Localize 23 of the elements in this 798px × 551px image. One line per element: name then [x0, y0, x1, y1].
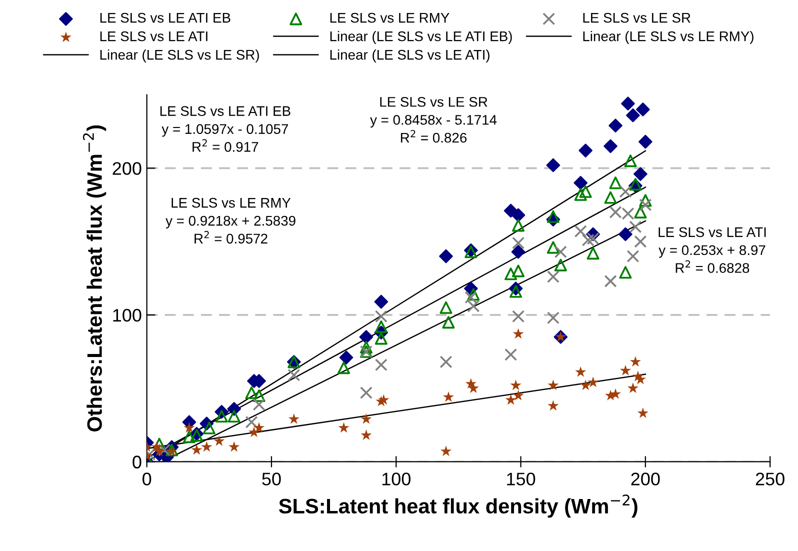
- annotation: LE SLS vs LE RMY y = 0.9218x + 2.5839 R$^{2}$ = 0.9572: [166, 198, 296, 244]
- legend-label: LE SLS vs LE ATI EB: [100, 12, 230, 23]
- legend-label: LE SLS vs LE SR: [583, 12, 690, 23]
- legend-label: LE SLS vs LE ATI: [100, 31, 208, 42]
- y-tick-label: 200: [112, 162, 142, 175]
- x-tick-label: 50: [262, 472, 281, 486]
- x-axis-title: SLS:Latent heat flux density (Wm$^{−2}$): [278, 494, 638, 518]
- x-tick-label: 0: [142, 472, 152, 486]
- y-axis-title: Others:Latent heat flux (Wm$^{−2}$): [82, 125, 106, 432]
- x-tick-label: 100: [382, 472, 410, 486]
- legend-label: Linear (LE SLS vs LE SR): [100, 50, 259, 62]
- annotation: LE SLS vs LE ATI EB y = 1.0597x - 0.1057 R$^{2}$ = 0.917: [160, 106, 290, 152]
- y-tick-label: 0: [132, 456, 142, 468]
- annotation: LE SLS vs LE SR y = 0.8458x - 5.1714 R$^{2}$ = 0.826: [370, 96, 497, 143]
- legend-label: LE SLS vs LE RMY: [330, 12, 450, 23]
- annotation: LE SLS vs LE ATI y = 0.253x + 8.97 R$^{2}$ = 0.6828: [658, 227, 766, 273]
- x-tick-label: 150: [507, 472, 536, 486]
- legend-label: Linear (LE SLS vs LE ATI): [330, 50, 490, 62]
- x-tick-label: 200: [631, 472, 660, 486]
- x-tick-label: 250: [756, 472, 784, 486]
- legend-label: Linear (LE SLS vs LE ATI EB): [330, 31, 512, 44]
- legend-label: Linear (LE SLS vs LE RMY): [583, 31, 754, 44]
- y-tick-label: 100: [113, 308, 142, 322]
